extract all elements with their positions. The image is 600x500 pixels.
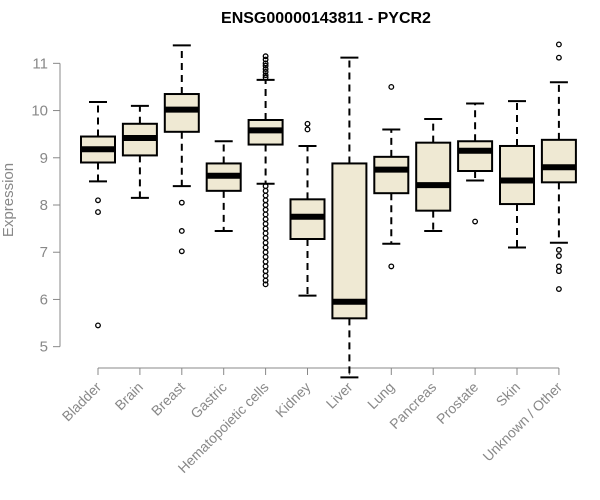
outlier-point bbox=[262, 249, 269, 256]
box-bladder bbox=[80, 101, 116, 329]
outlier-point bbox=[262, 230, 269, 237]
outlier-point bbox=[262, 281, 269, 288]
outlier-point bbox=[388, 83, 395, 90]
outlier-point bbox=[262, 60, 269, 67]
iqr-box bbox=[499, 144, 535, 206]
y-tick-label: 11 bbox=[32, 55, 48, 72]
box-hematopoietic-cells bbox=[247, 53, 284, 288]
outlier-point bbox=[262, 66, 269, 72]
box-breast bbox=[163, 44, 200, 255]
outlier-point bbox=[262, 239, 269, 246]
x-tick-label: Bladder bbox=[59, 379, 105, 425]
y-axis-label: Expression bbox=[0, 163, 17, 237]
outlier-point bbox=[262, 272, 269, 279]
box-skin bbox=[499, 100, 535, 249]
outlier-point bbox=[262, 202, 269, 208]
outlier-point bbox=[262, 192, 269, 199]
box-liver bbox=[331, 56, 368, 379]
boxes bbox=[80, 41, 577, 379]
outlier-point bbox=[262, 216, 269, 223]
outlier-point bbox=[555, 268, 562, 275]
outlier-point bbox=[178, 228, 185, 234]
outlier-point bbox=[262, 258, 269, 265]
outlier-point bbox=[262, 268, 269, 275]
x-tick-label: Skin bbox=[493, 379, 524, 410]
outlier-point bbox=[262, 225, 269, 232]
outlier-point bbox=[178, 248, 185, 255]
y-tick-label: 8 bbox=[40, 197, 48, 214]
iqr-box bbox=[540, 138, 577, 184]
x-tick-label: Breast bbox=[148, 379, 188, 419]
outlier-point bbox=[262, 220, 269, 227]
outlier-point bbox=[304, 120, 311, 127]
outlier-point bbox=[262, 197, 269, 204]
outlier-point bbox=[262, 253, 269, 260]
outlier-point bbox=[555, 263, 562, 270]
outlier-point bbox=[262, 244, 269, 251]
outlier-point bbox=[555, 286, 562, 293]
outlier-point bbox=[262, 68, 269, 75]
outlier-point bbox=[304, 126, 311, 133]
y-tick-label: 9 bbox=[40, 150, 48, 167]
y-axis: 5 6 7 8 9 10 11 bbox=[31, 55, 61, 356]
outlier-point bbox=[262, 206, 269, 213]
x-tick-label: Kidney bbox=[272, 379, 314, 421]
outlier-point bbox=[262, 263, 269, 270]
x-tick-label: Pancreas bbox=[386, 379, 439, 432]
x-tick-label: Brain bbox=[112, 379, 146, 413]
outlier-point bbox=[262, 56, 269, 63]
outlier-point bbox=[262, 62, 269, 69]
iqr-box bbox=[331, 162, 368, 320]
outlier-point bbox=[262, 277, 269, 284]
outlier-point bbox=[95, 322, 101, 329]
outlier-point bbox=[95, 197, 101, 204]
box-gastric bbox=[205, 140, 242, 232]
outlier-point bbox=[555, 54, 562, 61]
iqr-box bbox=[373, 155, 410, 195]
box-kidney bbox=[289, 120, 326, 297]
x-tick-label: Prostate bbox=[433, 379, 481, 427]
x-tick-label: Lung bbox=[364, 379, 397, 412]
x-tick-label: Liver bbox=[323, 379, 356, 412]
outlier-point bbox=[388, 263, 395, 270]
iqr-box bbox=[163, 93, 200, 133]
outlier-point bbox=[555, 41, 562, 48]
outlier-point bbox=[555, 246, 562, 253]
chart-title: ENSG00000143811 - PYCR2 bbox=[221, 10, 431, 27]
outlier-point bbox=[262, 211, 269, 218]
outlier-point bbox=[472, 218, 479, 225]
box-brain bbox=[121, 104, 158, 199]
y-tick-label: 7 bbox=[40, 244, 48, 261]
box-lung bbox=[373, 83, 410, 270]
outlier-point bbox=[262, 187, 269, 194]
y-tick-label: 6 bbox=[40, 291, 48, 308]
box-prostate bbox=[457, 102, 494, 225]
iqr-box bbox=[415, 141, 452, 212]
x-tick-label: Unknown / Other bbox=[479, 379, 565, 465]
box-unknown-other bbox=[540, 41, 577, 293]
iqr-box bbox=[457, 140, 494, 172]
outlier-point bbox=[95, 209, 101, 216]
outlier-point bbox=[555, 253, 562, 259]
outlier-point bbox=[178, 199, 185, 206]
outlier-point bbox=[262, 72, 269, 79]
y-tick-label: 10 bbox=[31, 103, 48, 120]
outlier-point bbox=[262, 235, 269, 242]
outlier-point bbox=[262, 53, 269, 60]
box-pancreas bbox=[415, 118, 452, 232]
y-tick-label: 5 bbox=[40, 339, 48, 356]
outlier-point bbox=[262, 74, 269, 81]
